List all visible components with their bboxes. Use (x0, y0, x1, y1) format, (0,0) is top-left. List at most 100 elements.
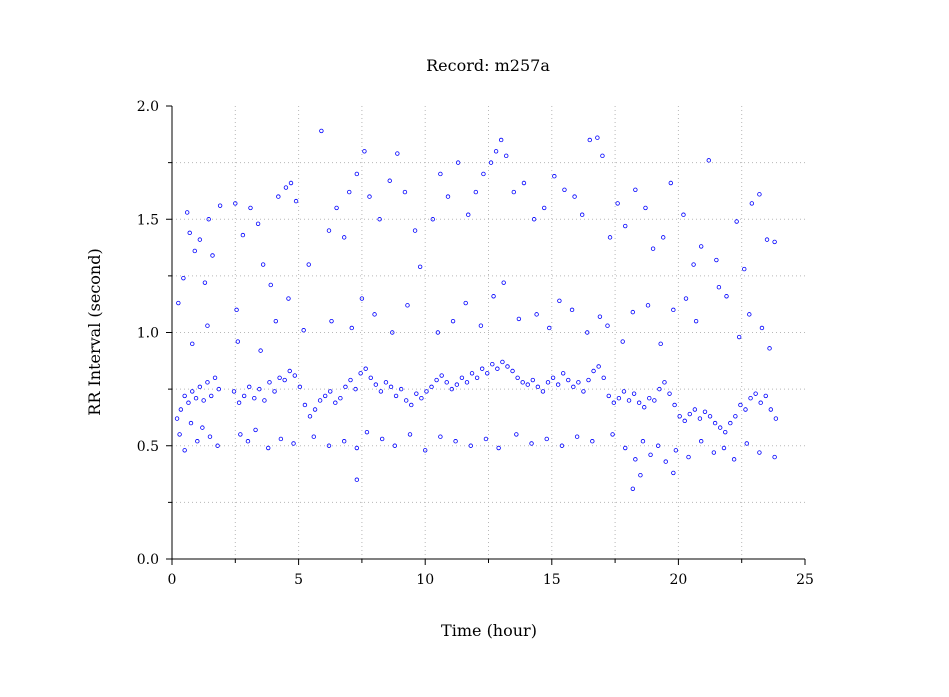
data-point (640, 439, 646, 444)
data-point (174, 416, 180, 421)
data-point (600, 153, 605, 159)
y-tick-label: 1.0 (137, 326, 159, 342)
data-point (534, 312, 539, 317)
data-point (334, 205, 339, 211)
data-point (319, 128, 324, 134)
x-tick-label: 5 (294, 572, 303, 588)
data-point (559, 443, 565, 448)
data-point (655, 443, 661, 448)
data-point (663, 459, 668, 464)
data-point (643, 205, 648, 211)
data-point (267, 380, 272, 385)
data-point (353, 386, 358, 392)
data-point (626, 398, 632, 403)
data-point (215, 443, 220, 448)
data-point (197, 384, 203, 390)
x-axis-title: Time (hour) (441, 621, 537, 640)
data-point (217, 203, 223, 208)
data-point (647, 395, 652, 401)
data-point (757, 192, 762, 197)
data-point (764, 237, 770, 242)
data-point (373, 382, 379, 387)
data-point (393, 393, 399, 399)
data-point (338, 395, 343, 401)
data-point (560, 371, 566, 376)
data-point (773, 416, 779, 421)
data-point (595, 135, 600, 140)
data-point (574, 434, 580, 439)
data-point (273, 318, 279, 324)
data-point (362, 149, 367, 154)
data-point (190, 389, 195, 394)
data-point (240, 232, 246, 238)
data-point (772, 239, 777, 245)
data-point (459, 375, 465, 380)
data-point (292, 373, 297, 378)
data-point (326, 228, 332, 233)
data-point (343, 384, 348, 390)
data-point (247, 384, 252, 390)
data-point (322, 393, 328, 399)
data-point (623, 445, 628, 451)
data-point (453, 439, 458, 444)
y-axis-title: RR Interval (second) (85, 248, 104, 415)
data-point (748, 395, 753, 401)
y-tick-label: 2.0 (137, 99, 159, 115)
data-point (591, 368, 596, 374)
data-point (731, 457, 737, 462)
data-point (297, 384, 303, 390)
data-point (496, 445, 501, 451)
data-point (181, 275, 186, 281)
chart-title: Record: m257a (426, 56, 550, 75)
data-point (562, 187, 567, 193)
data-point (483, 436, 489, 442)
data-point (682, 418, 687, 424)
data-point (469, 371, 475, 376)
data-point (266, 445, 271, 451)
data-point (552, 174, 557, 179)
data-point (423, 448, 428, 453)
data-point (466, 212, 471, 217)
data-point (547, 325, 552, 331)
data-point (596, 364, 601, 369)
data-point (772, 454, 777, 460)
data-point (500, 359, 505, 365)
data-point (193, 395, 199, 401)
data-point (759, 325, 765, 331)
data-point (597, 314, 603, 319)
data-point (341, 235, 347, 240)
data-point (388, 384, 394, 390)
data-point (767, 346, 772, 351)
data-point (354, 445, 360, 451)
data-point (652, 398, 657, 403)
data-point (687, 411, 692, 417)
data-point (354, 477, 360, 482)
data-point (312, 407, 318, 412)
data-point (631, 391, 637, 396)
data-point (377, 217, 382, 222)
data-point (763, 393, 768, 399)
data-point (572, 194, 577, 199)
data-point (697, 416, 703, 421)
data-point (291, 441, 296, 446)
data-point (717, 425, 723, 430)
data-point (733, 414, 738, 419)
data-point (516, 316, 522, 322)
data-point (368, 375, 373, 380)
data-point (668, 180, 673, 186)
data-point (501, 280, 506, 285)
data-point (479, 366, 485, 371)
data-point (383, 380, 389, 385)
data-point (200, 425, 205, 430)
grid-layer (172, 106, 805, 559)
data-point (449, 386, 454, 392)
data-point (711, 450, 717, 455)
data-point (520, 380, 525, 385)
data-point (182, 393, 187, 399)
data-point (253, 427, 258, 433)
data-point (645, 303, 651, 308)
data-point (206, 217, 211, 222)
data-point (430, 217, 435, 222)
data-point (252, 395, 257, 401)
data-point (511, 189, 517, 195)
